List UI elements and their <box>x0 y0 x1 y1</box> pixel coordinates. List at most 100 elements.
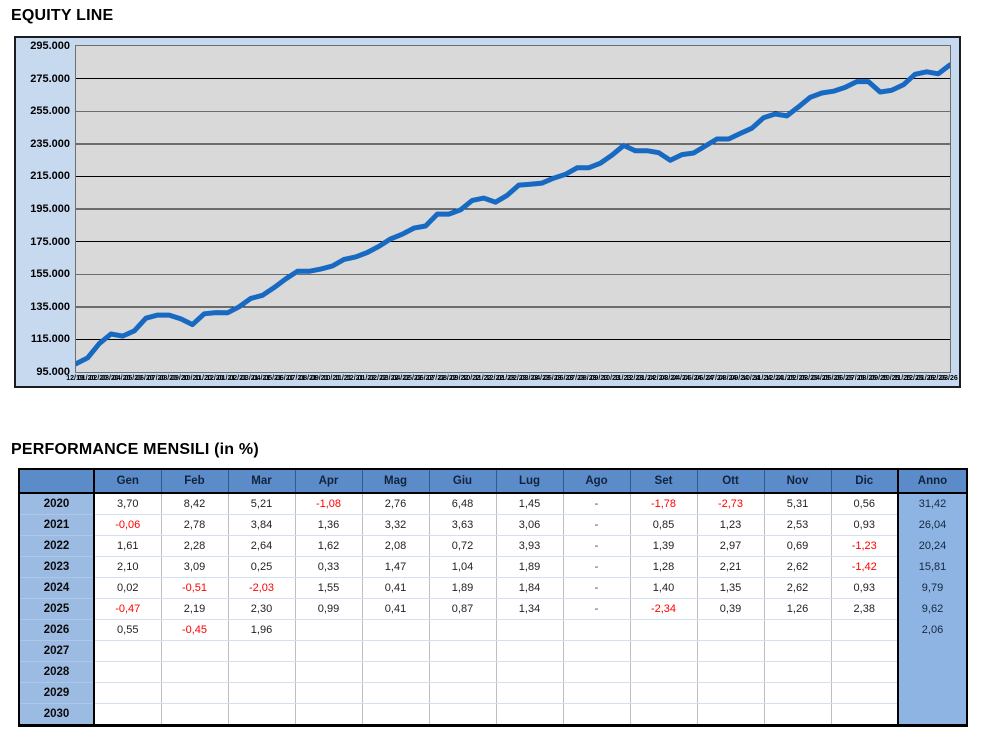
value-cell: 1,45 <box>496 493 564 515</box>
value-cell: - <box>563 493 631 515</box>
value-cell: 3,93 <box>496 535 564 557</box>
value-cell <box>228 703 296 726</box>
x-axis-label: 04/21 <box>252 375 271 382</box>
value-cell <box>831 682 899 704</box>
year-cell: 2023 <box>19 556 95 578</box>
table-row-2022: 2022 1,61 2,28 2,64 1,62 2,08 0,72 3,93-1,39 2,9… <box>19 535 967 557</box>
month-header-gen: Gen <box>93 469 161 493</box>
y-axis-label: 275.000 <box>30 72 70 85</box>
x-axis-label: 10/25 <box>881 375 900 382</box>
x-axis-label: 06/25 <box>835 375 853 382</box>
month-header-nov: Nov <box>763 469 831 493</box>
x-axis-label: 05/25 <box>823 375 842 382</box>
value-cell: 2,38 <box>831 598 899 620</box>
value-cell <box>429 640 497 662</box>
x-axis-label: 09/22 <box>450 375 469 382</box>
value-cell <box>697 661 765 683</box>
anno-cell: 9,79 <box>897 577 967 599</box>
value-cell: 0,25 <box>228 556 296 578</box>
x-axis-label: 02/26 <box>928 375 947 382</box>
value-cell: 2,76 <box>362 493 430 515</box>
value-cell: -0,06 <box>94 514 162 536</box>
value-cell <box>831 640 899 662</box>
month-header-ago: Ago <box>562 469 630 493</box>
year-cell: 2027 <box>19 640 95 662</box>
value-cell <box>630 640 698 662</box>
value-cell: 0,33 <box>295 556 363 578</box>
x-axis-label: 02/25 <box>788 375 807 382</box>
value-cell: 0,41 <box>362 598 430 620</box>
x-axis-label: 06/22 <box>415 375 434 382</box>
x-axis-label: 04/22 <box>392 375 411 382</box>
value-cell: - <box>563 598 631 620</box>
x-axis-label: 06/24 <box>695 375 714 382</box>
table-row-2028: 2028 <box>19 661 967 683</box>
value-cell: -1,42 <box>831 556 899 578</box>
value-cell: 1,62 <box>295 535 363 557</box>
table-row-2026: 2026 0,55 -0,45 1,96 2,06 <box>19 619 967 641</box>
anno-header: Anno <box>897 469 967 493</box>
performance-table: Gen Feb Mar Apr Mag Giu Lug Ago Set Ott Nov Dic Anno… <box>18 468 968 727</box>
value-cell: 0,69 <box>764 535 832 557</box>
anno-cell <box>897 640 967 662</box>
value-cell: 1,23 <box>697 514 765 536</box>
value-cell <box>697 640 765 662</box>
value-cell: - <box>563 577 631 599</box>
value-cell: - <box>563 514 631 536</box>
value-cell <box>496 640 564 662</box>
y-axis-label: 295.000 <box>30 40 70 52</box>
value-cell: 1,47 <box>362 556 430 578</box>
x-axis-label: 08/20 <box>159 375 177 382</box>
anno-cell: 26,04 <box>897 514 967 536</box>
value-cell: 1,34 <box>496 598 564 620</box>
x-axis-label: 06/21 <box>275 375 294 382</box>
year-cell: 2028 <box>19 661 95 683</box>
anno-cell: 9,62 <box>897 598 967 620</box>
table-row-2030: 2030 <box>19 703 967 726</box>
value-cell: 1,84 <box>496 577 564 599</box>
value-cell: -2,73 <box>697 493 765 515</box>
x-axis-label: 01/24 <box>637 375 655 382</box>
value-cell <box>697 682 765 704</box>
value-cell <box>831 661 899 683</box>
value-cell: -0,45 <box>161 619 229 641</box>
x-axis-label: 11/22 <box>474 375 492 382</box>
value-cell: 2,08 <box>362 535 430 557</box>
value-cell <box>429 661 497 683</box>
value-cell: 2,64 <box>228 535 296 557</box>
value-cell: 0,93 <box>831 514 899 536</box>
x-axis-label: 01/21 <box>217 375 236 382</box>
table-row-2024: 2024 0,02 -0,51 -2,03 1,55 0,41 1,89 1,84-1,40 1… <box>19 577 967 599</box>
x-axis-label: 02/21 <box>229 375 247 382</box>
x-axis-label: 07/22 <box>427 375 446 382</box>
value-cell <box>563 661 631 683</box>
x-axis-label: 08/24 <box>718 375 737 382</box>
year-cell: 2024 <box>19 577 95 599</box>
value-cell: 0,55 <box>94 619 162 641</box>
value-cell: 3,06 <box>496 514 564 536</box>
value-cell: 0,87 <box>429 598 497 620</box>
header-row: Gen Feb Mar Apr Mag Giu Lug Ago Set Ott Nov Dic Anno <box>19 469 967 493</box>
x-axis-label: 10/22 <box>462 375 480 382</box>
x-axis-label: 01/25 <box>777 375 795 382</box>
value-cell <box>362 682 430 704</box>
value-cell <box>362 703 430 726</box>
x-axis-label: 07/23 <box>567 375 585 382</box>
month-header-lug: Lug <box>495 469 563 493</box>
x-axis-label: 01/22 <box>357 375 376 382</box>
x-axis-label: 05/22 <box>404 375 422 382</box>
value-cell: 1,55 <box>295 577 363 599</box>
x-axis-label: 03/26 <box>940 375 958 382</box>
x-axis-label: 09/25 <box>870 375 888 382</box>
x-axis-label: 04/20 <box>112 375 131 382</box>
x-axis-label: 12/19 <box>66 375 84 382</box>
value-cell: 0,93 <box>831 577 899 599</box>
month-header-mag: Mag <box>361 469 429 493</box>
x-axis-label: 01/20 <box>77 375 96 382</box>
table-row-2021: 2021 -0,06 2,78 3,84 1,36 3,32 3,63 3,06-0,85 1,… <box>19 514 967 536</box>
value-cell <box>94 682 162 704</box>
value-cell: 0,99 <box>295 598 363 620</box>
value-cell <box>228 682 296 704</box>
value-cell: -1,08 <box>295 493 363 515</box>
